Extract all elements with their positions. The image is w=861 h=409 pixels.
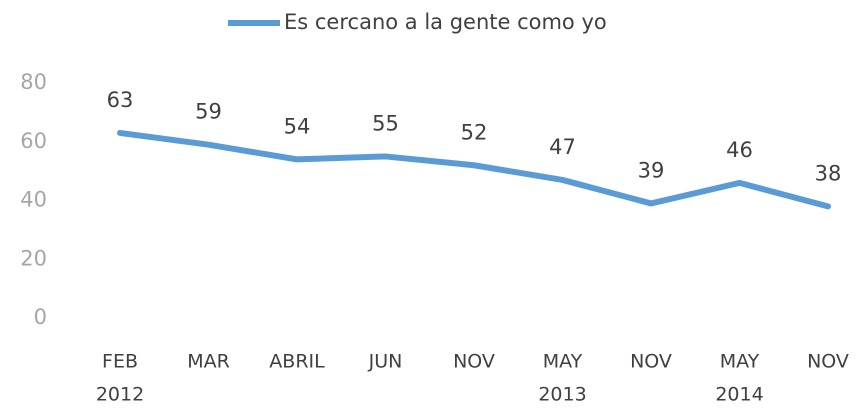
x-tick-label: NOV	[807, 351, 849, 373]
x-tick-label: FEB	[102, 351, 138, 373]
x-tick-label: 2013	[538, 384, 586, 406]
x-tick-label: ABRIL	[269, 351, 325, 373]
data-label: 47	[549, 135, 576, 159]
data-label: 54	[284, 114, 311, 138]
series-line	[117, 129, 831, 210]
x-tick-label: MAY	[720, 351, 760, 373]
x-tick-label: 2014	[715, 384, 763, 406]
y-tick-label: 0	[34, 305, 47, 329]
x-tick-label: MAR	[187, 351, 230, 373]
data-label: 46	[726, 138, 753, 162]
x-tick-label: MAY	[543, 351, 583, 373]
x-tick-label: 2012	[96, 384, 144, 406]
y-tick-label: 80	[20, 70, 47, 94]
legend-label: Es cercano a la gente como yo	[284, 10, 607, 34]
x-tick-label: NOV	[453, 351, 495, 373]
data-label: 59	[195, 100, 222, 124]
x-tick-label: JUN	[368, 351, 403, 373]
y-tick-label: 40	[20, 188, 47, 212]
data-label: 63	[107, 88, 134, 112]
x-tick-label: NOV	[630, 351, 672, 373]
data-label: 55	[372, 111, 399, 135]
data-label: 39	[638, 158, 665, 182]
y-tick-label: 60	[20, 129, 47, 153]
y-tick-label: 20	[20, 246, 47, 270]
data-label: 52	[461, 120, 488, 144]
data-label: 38	[815, 161, 842, 185]
